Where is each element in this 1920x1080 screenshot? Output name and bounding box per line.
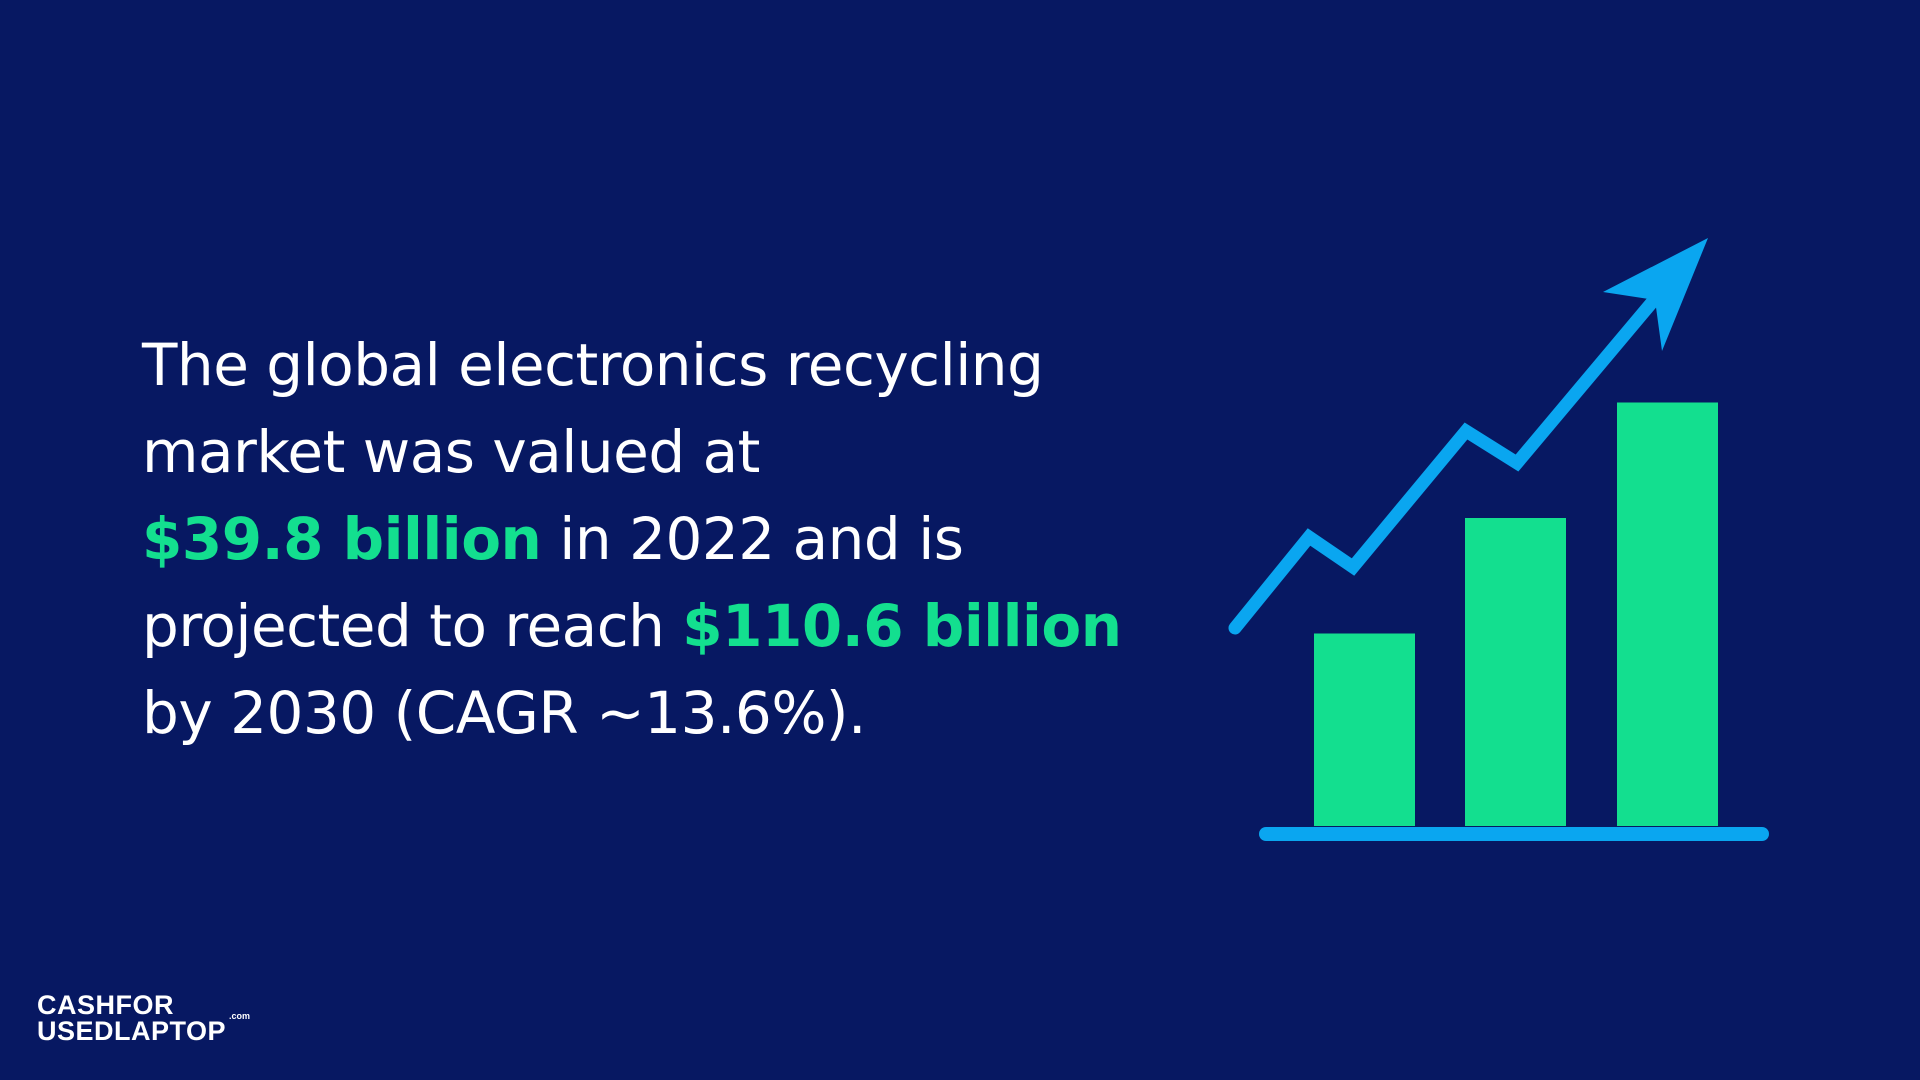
bars-group (1314, 402, 1718, 826)
statement-line-2: market was valued at (142, 418, 760, 486)
bar-3 (1617, 402, 1718, 826)
statement-line-4: projected to reach (142, 592, 683, 660)
logo-line-2: USEDLAPTOP (37, 1016, 227, 1046)
arrow-head-icon (1603, 238, 1708, 351)
value-2030: $110.6 billion (682, 592, 1122, 660)
statement-line-3: in 2022 and is (541, 505, 964, 573)
market-statement: The global electronics recycling market … (142, 322, 1202, 757)
logo-line-1: CASHFOR (37, 990, 174, 1020)
bar-1 (1314, 633, 1415, 826)
bar-2 (1465, 518, 1566, 826)
growth-chart-icon (1228, 238, 1769, 841)
statement-line-5: by 2030 (CAGR ~13.6%). (142, 679, 867, 747)
logo-domain-suffix: .com (229, 1011, 251, 1021)
trend-line (1228, 287, 1666, 635)
statement-line-1: The global electronics recycling (142, 331, 1044, 399)
brand-logo: CASHFOR USEDLAPTOP .com (37, 990, 250, 1046)
value-2022: $39.8 billion (142, 505, 542, 573)
